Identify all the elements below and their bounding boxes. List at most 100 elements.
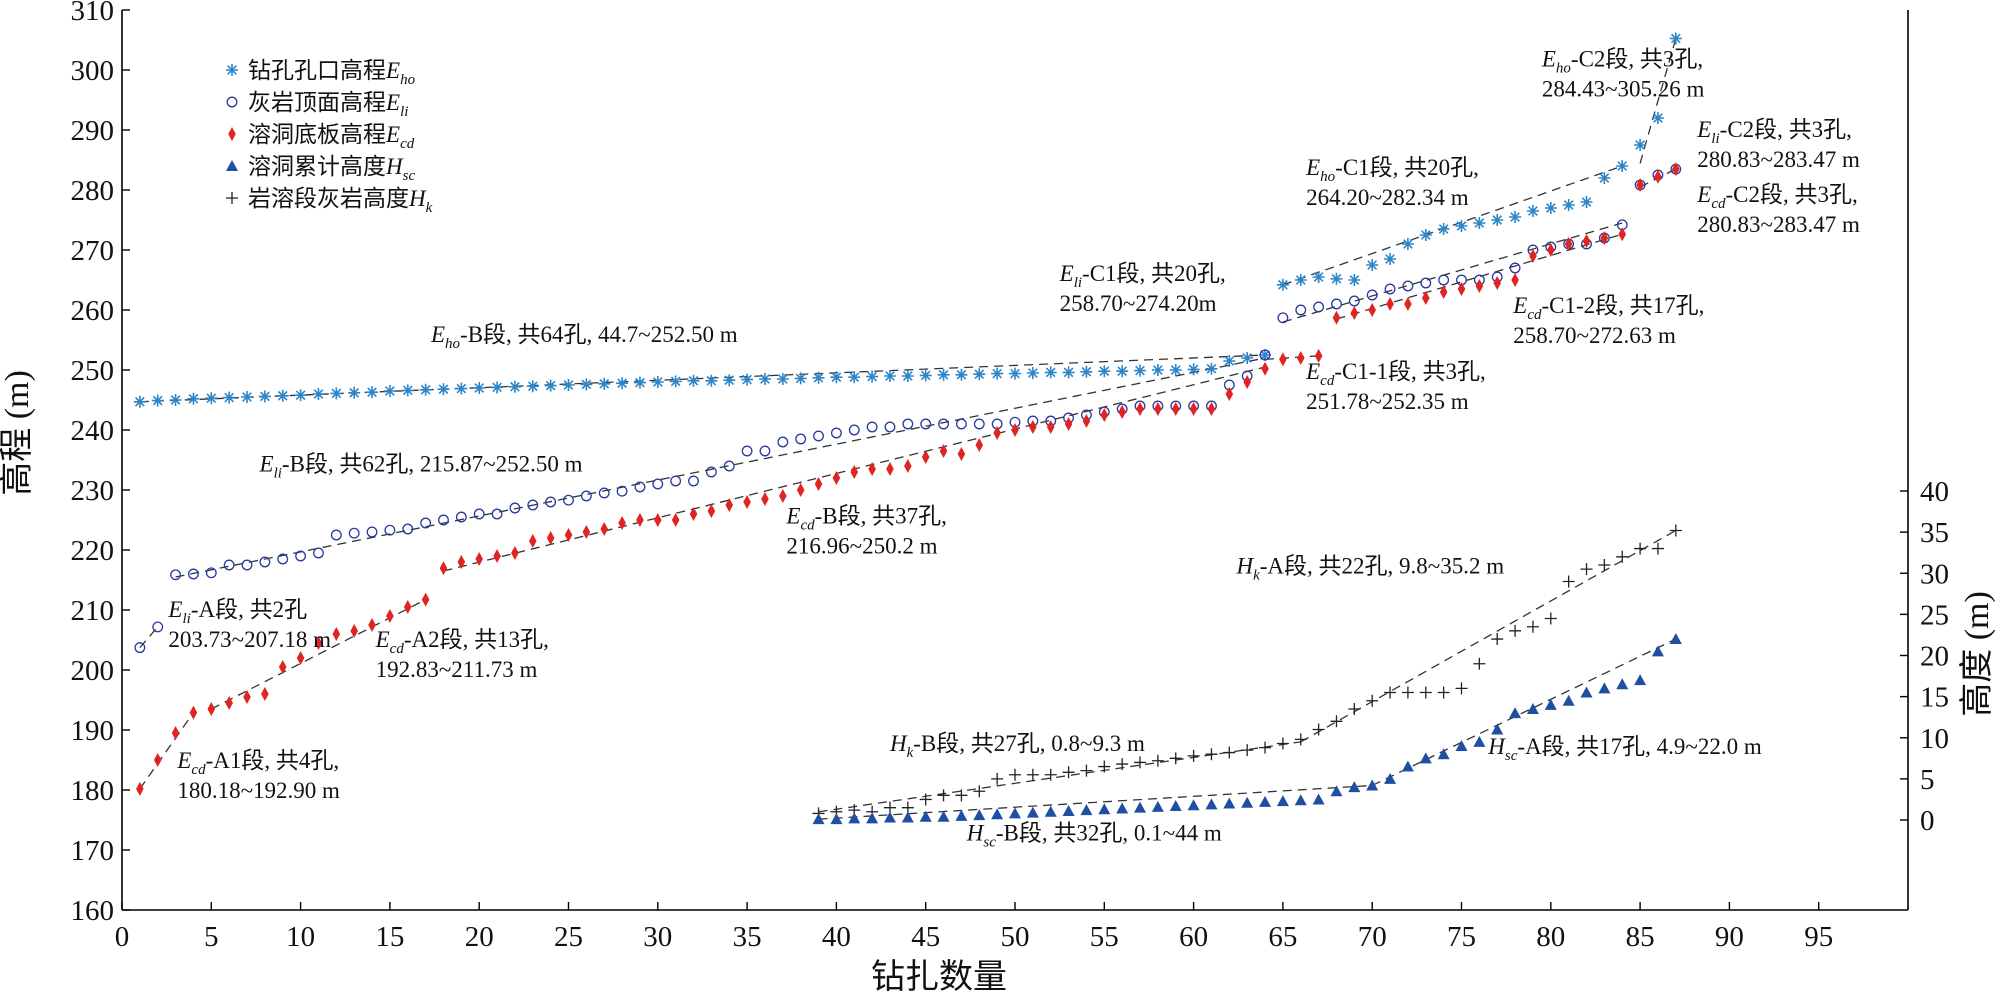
y-tick-label: 310: [71, 0, 115, 27]
Ecd-point: [1225, 387, 1234, 401]
Hsc-point: [1384, 772, 1397, 784]
annotation-label: Hsc-A段, 共17孔, 4.9~22.0 m: [1487, 734, 1762, 764]
Hsc-point: [866, 812, 879, 824]
Eli-point: [1313, 301, 1325, 313]
Ecd-point: [511, 546, 519, 560]
Ecd-point: [278, 660, 287, 674]
Ecd-point: [957, 447, 966, 461]
Ecd-point: [1600, 231, 1609, 245]
Hsc-point: [848, 812, 861, 824]
Ecd-point: [886, 462, 894, 476]
x-tick-label: 45: [911, 921, 940, 953]
y-tick-label: 190: [71, 715, 115, 747]
Eli-point: [759, 445, 771, 457]
legend-label: 灰岩顶面高程Eli: [248, 90, 408, 120]
Hsc-point: [1598, 682, 1611, 694]
Hk-point: [1669, 524, 1682, 537]
Ecd-point: [582, 525, 591, 539]
annotation-label: Hk-B段, 共27孔, 0.8~9.3 m: [889, 731, 1145, 761]
Hk-point: [973, 785, 986, 798]
Ecd-point: [1636, 178, 1644, 193]
Ecd-point: [1386, 297, 1394, 311]
annotation-range: 216.96~250.2 m: [786, 534, 937, 559]
Eho-point: [1491, 214, 1504, 226]
Eli-point: [848, 424, 860, 436]
Hsc-point: [1151, 800, 1164, 812]
Eli-point: [938, 418, 950, 430]
Hk-point: [937, 789, 950, 802]
Hk-point: [1437, 686, 1450, 699]
x-tick-label: 40: [822, 921, 851, 953]
Eli-point: [241, 559, 253, 571]
trendline: [139, 712, 194, 790]
Eli-point: [920, 418, 932, 430]
Hk-point: [1080, 764, 1093, 777]
trendline: [1264, 355, 1319, 360]
legend: 钻孔孔口高程Eho灰岩顶面高程Eli溶洞底板高程Ecd溶洞累计高度Hsc岩溶段灰…: [226, 58, 433, 216]
Eho-point: [991, 367, 1004, 380]
Ecd-point: [314, 636, 323, 650]
Hk-point: [1634, 542, 1647, 555]
Ecd-point: [546, 531, 555, 545]
Eli-point: [491, 508, 503, 520]
Eho-point: [508, 380, 521, 393]
Ecd-point: [761, 492, 769, 506]
Hsc-point: [1526, 702, 1539, 714]
y-axis-title: 高程 (m): [0, 370, 36, 496]
Eho-point: [848, 371, 861, 384]
Hsc-point: [1080, 804, 1093, 816]
Eho-point: [1544, 202, 1557, 214]
Hsc-point: [1009, 807, 1021, 819]
Hk-point: [1419, 686, 1432, 699]
Eli-point: [1295, 304, 1307, 316]
Ecd-point: [689, 507, 698, 521]
annotations: Eho-C2段, 共3孔,284.43~305.26 m Eli-C2段, 共3孔…: [167, 46, 1860, 850]
Eho-point: [1187, 363, 1200, 376]
Ecd-point: [368, 618, 376, 632]
Ecd-point: [136, 781, 144, 796]
Hsc-point: [1169, 800, 1182, 812]
x-tick-label: 20: [465, 921, 494, 953]
annotation-label: Ecd-A1段, 共4孔,: [176, 748, 339, 778]
Eli-point: [1259, 349, 1271, 361]
trendline: [175, 357, 1266, 578]
trendline: [818, 741, 1301, 813]
Hsc-point: [1580, 686, 1593, 698]
Eho-point: [133, 395, 146, 408]
Eho-point: [1580, 196, 1593, 208]
Eli-point: [330, 529, 342, 541]
legend-marker-Hsc: [226, 160, 238, 171]
Ecd-point: [1421, 291, 1430, 305]
x-tick-label: 25: [554, 921, 583, 953]
legend-label: 溶洞底板高程Ecd: [248, 122, 415, 152]
annotation-range: 251.78~252.35 m: [1306, 389, 1469, 414]
annotation-range: 280.83~283.47 m: [1697, 212, 1860, 237]
Eli-point: [366, 526, 378, 538]
Hk-point: [1509, 624, 1522, 637]
Eho-point: [1241, 352, 1254, 364]
annotation-label: Ecd-C1-1段, 共3孔,: [1305, 359, 1486, 389]
legend-marker-Ecd: [228, 127, 236, 141]
Eho-point: [1116, 365, 1129, 378]
Ecd-point: [1618, 227, 1627, 242]
Hk-point: [1366, 694, 1379, 707]
Ecd-point: [1654, 169, 1662, 184]
Ecd-point: [207, 702, 216, 716]
Eli-point: [884, 421, 896, 433]
Eho-point: [205, 392, 218, 405]
Eho-point: [1026, 367, 1039, 379]
Eho-point: [1455, 220, 1468, 232]
Eho-point: [491, 381, 504, 394]
Eho-point: [1169, 364, 1182, 376]
x-tick-label: 10: [286, 921, 315, 953]
Hk-point: [1384, 686, 1397, 699]
Hsc-point: [1366, 779, 1379, 791]
x-tick-label: 5: [204, 921, 219, 953]
y-tick-label: 280: [71, 175, 115, 207]
Eli-point: [259, 556, 271, 568]
Eli-point: [1509, 262, 1521, 274]
Hk-point: [1312, 723, 1325, 736]
Eho-point: [241, 391, 254, 403]
Hsc-point: [1044, 805, 1057, 817]
Ecd-point: [475, 552, 483, 566]
